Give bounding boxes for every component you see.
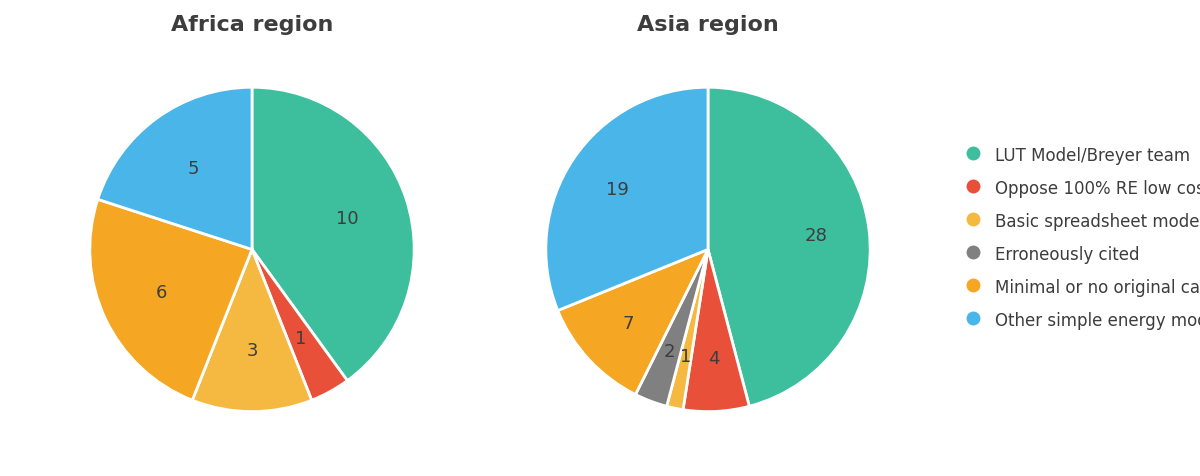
Text: 1: 1: [295, 329, 306, 347]
Text: 10: 10: [336, 210, 359, 228]
Text: 4: 4: [708, 349, 719, 367]
Wedge shape: [636, 250, 708, 407]
Text: 19: 19: [606, 180, 629, 198]
Text: 6: 6: [155, 284, 167, 302]
Wedge shape: [667, 250, 708, 410]
Wedge shape: [252, 88, 414, 381]
Wedge shape: [192, 250, 312, 412]
Wedge shape: [546, 88, 708, 311]
Wedge shape: [90, 200, 252, 400]
Text: 7: 7: [623, 315, 634, 333]
Wedge shape: [708, 88, 870, 407]
Legend: LUT Model/Breyer team, Oppose 100% RE low cost claim, Basic spreadsheet model, E: LUT Model/Breyer team, Oppose 100% RE lo…: [956, 139, 1200, 337]
Title: Africa region: Africa region: [170, 15, 334, 35]
Wedge shape: [558, 250, 708, 395]
Wedge shape: [252, 250, 347, 400]
Text: 28: 28: [804, 227, 827, 245]
Text: 5: 5: [187, 160, 199, 178]
Text: 2: 2: [664, 342, 676, 360]
Wedge shape: [683, 250, 749, 412]
Text: 1: 1: [680, 347, 691, 365]
Wedge shape: [97, 88, 252, 250]
Text: 3: 3: [246, 341, 258, 359]
Title: Asia region: Asia region: [637, 15, 779, 35]
